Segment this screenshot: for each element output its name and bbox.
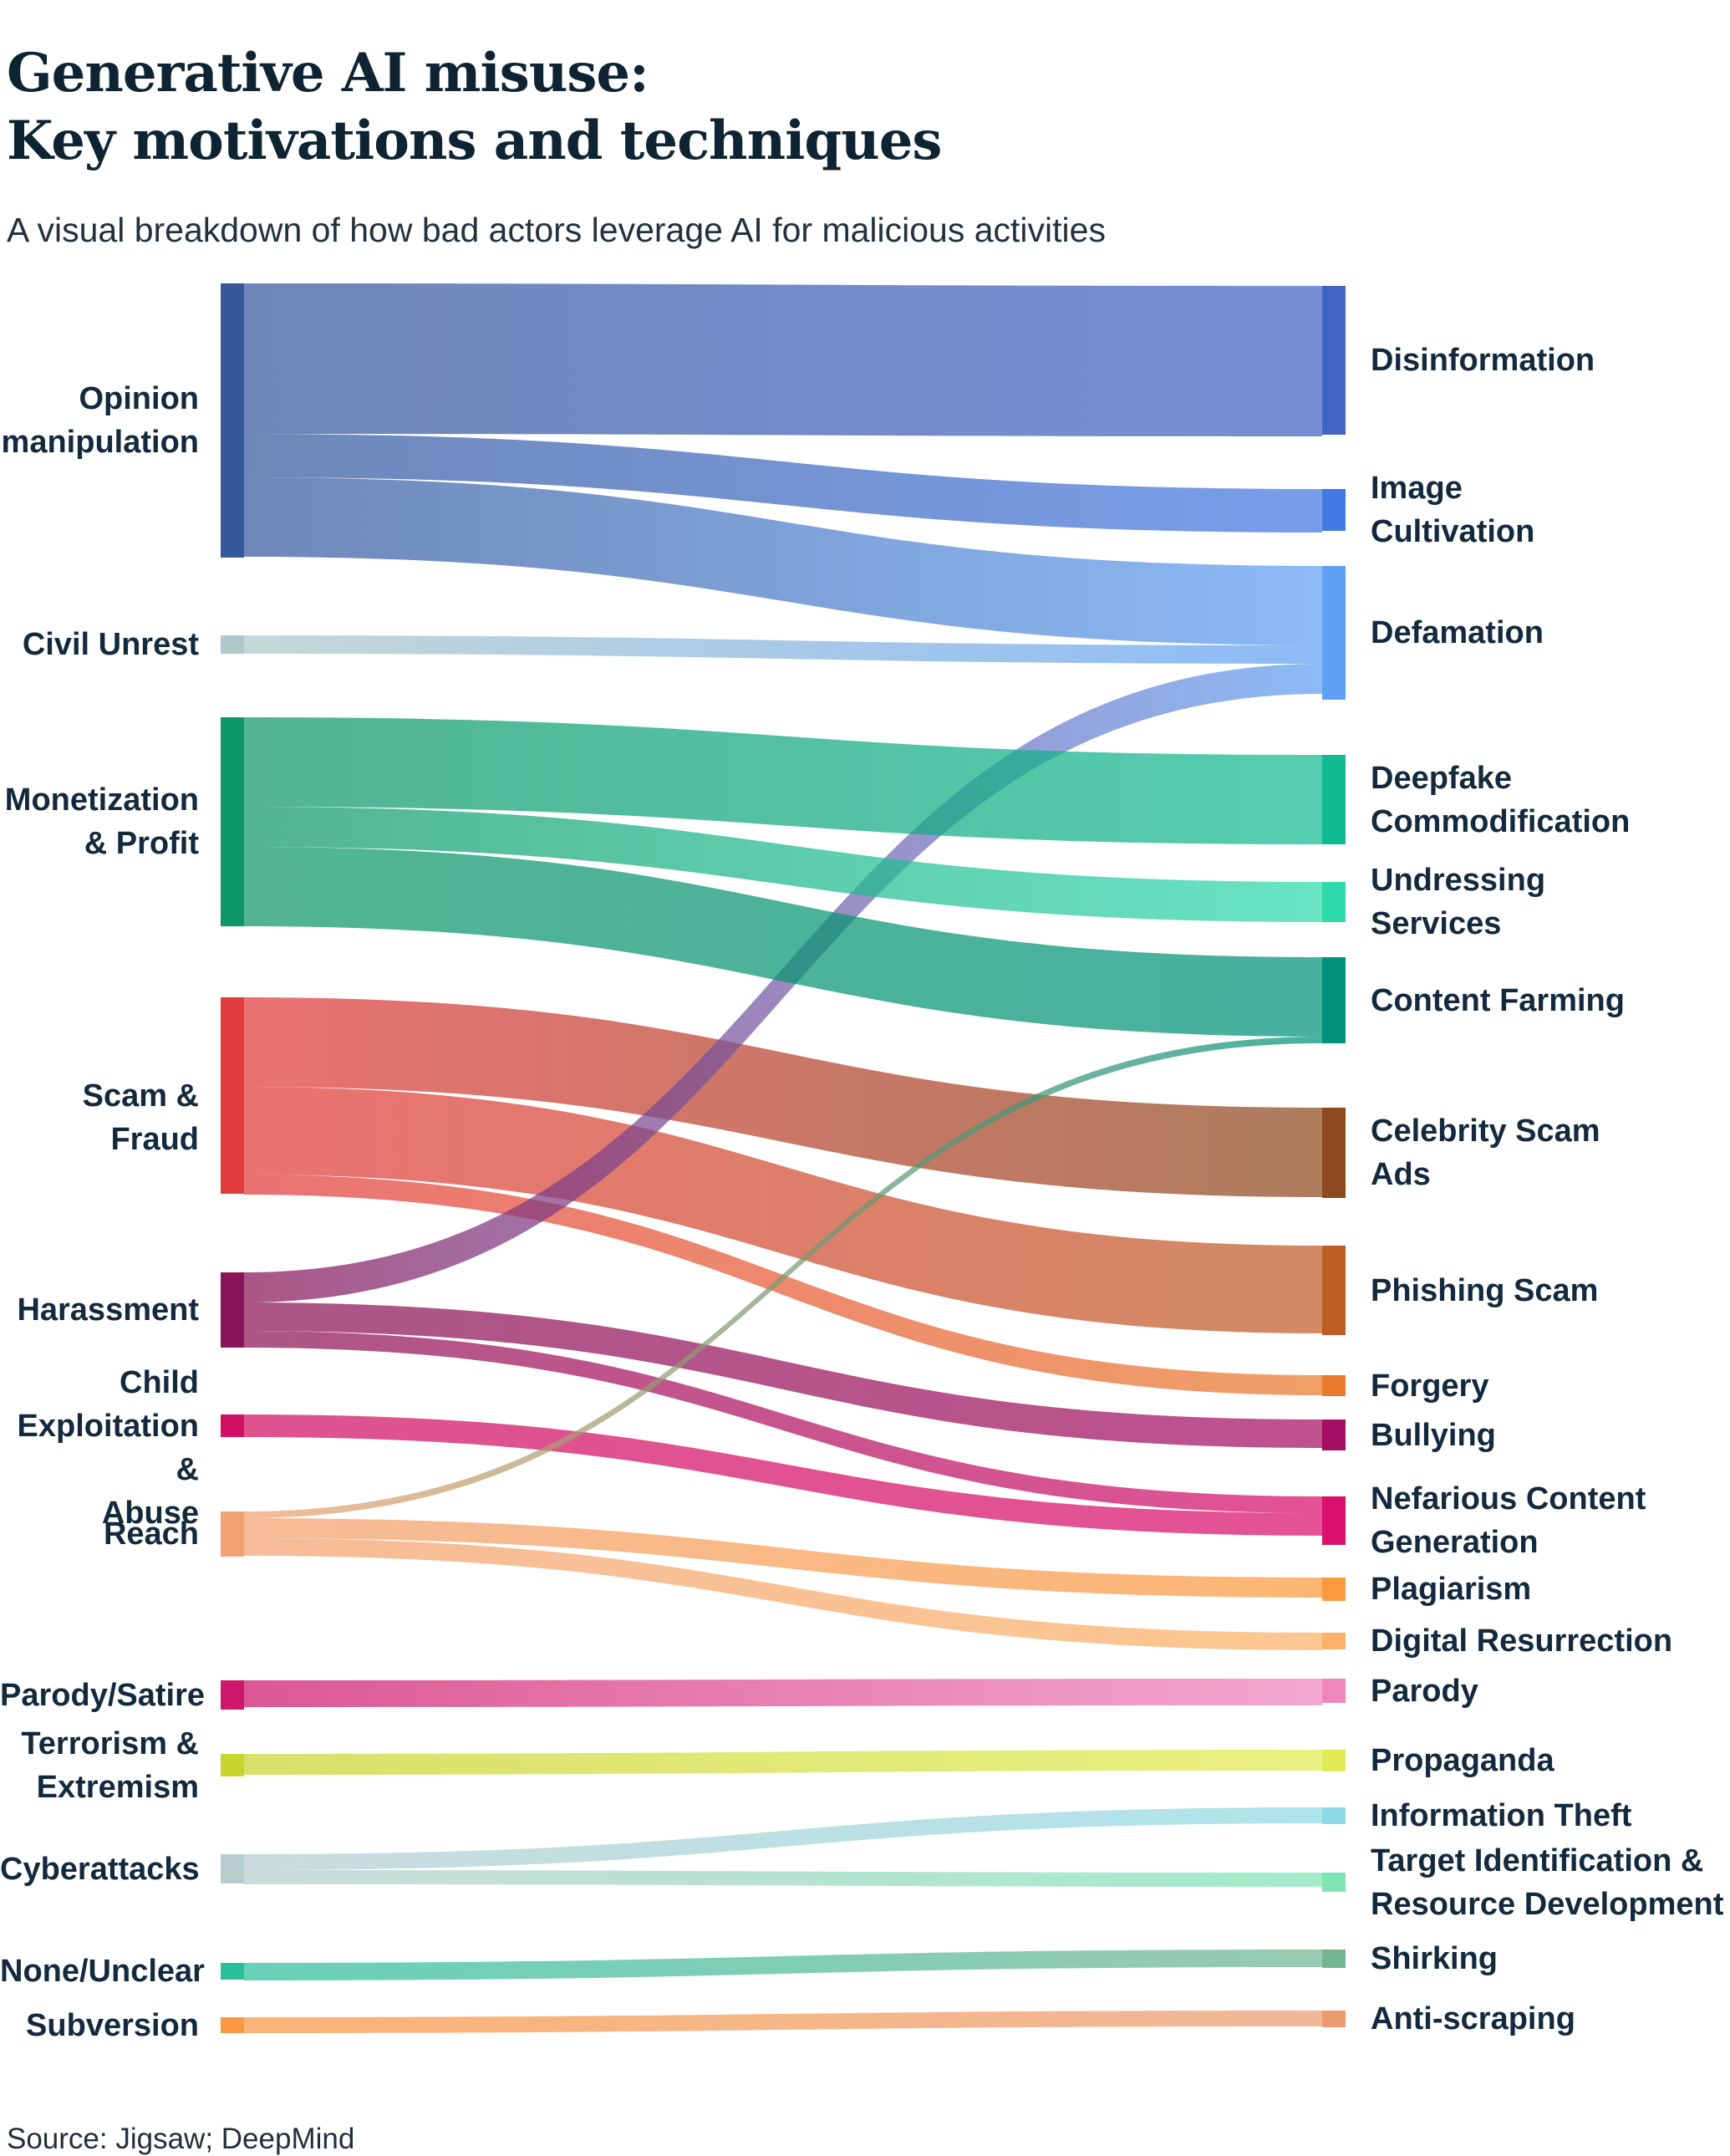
label-harassment: Harassment xyxy=(17,1292,199,1328)
node-content-farming xyxy=(1322,957,1346,1043)
label-reach: Reach xyxy=(103,1516,199,1552)
node-information-theft xyxy=(1322,1807,1346,1824)
node-disinformation xyxy=(1322,286,1346,435)
node-target-identification-resource-development xyxy=(1322,1873,1346,1892)
node-opinion-manipulation xyxy=(221,283,244,558)
node-parody-satire xyxy=(221,1680,244,1710)
flow-opinion-manipulation-to-defamation xyxy=(244,477,1322,645)
source-note: Source: Jigsaw; DeepMind xyxy=(7,2123,355,2155)
label-monetization-profit: Monetization & Profit xyxy=(4,782,199,861)
label-terrorism-extremism: Terrorism & Extremism xyxy=(21,1725,199,1805)
flow-none-unclear-to-shirking xyxy=(244,1950,1322,1980)
page-subtitle: A visual breakdown of how bad actors lev… xyxy=(7,211,1106,249)
flow-opinion-manipulation-to-disinformation xyxy=(244,283,1322,436)
label-scam-fraud: Scam & Fraud xyxy=(82,1078,199,1157)
node-cyberattacks xyxy=(221,1854,244,1883)
label-bullying: Bullying xyxy=(1371,1417,1496,1453)
label-anti-scraping: Anti-scraping xyxy=(1371,2001,1575,2036)
flow-civil-unrest-to-defamation xyxy=(244,635,1322,664)
label-parody: Parody xyxy=(1371,1673,1478,1709)
label-image-cultivation: Image Cultivation xyxy=(1371,471,1535,549)
label-opinion-manipulation: Opinion manipulation xyxy=(1,381,199,460)
flow-cyberattacks-to-target-identification-resource-development xyxy=(244,1870,1322,1887)
node-scam-fraud xyxy=(221,997,244,1194)
node-deepfake-commodification xyxy=(1322,755,1346,844)
label-disinformation: Disinformation xyxy=(1371,343,1595,378)
flow-reach-to-content-farming xyxy=(244,1037,1322,1518)
node-phishing-scam xyxy=(1322,1246,1346,1335)
label-target-identification-resource-development: Target Identification & Resource Develop… xyxy=(1371,1843,1724,1922)
node-image-cultivation xyxy=(1322,489,1346,531)
flow-harassment-to-defamation xyxy=(244,664,1322,1302)
node-propaganda xyxy=(1322,1750,1346,1771)
flow-reach-to-digital-resurrection xyxy=(244,1538,1322,1650)
label-celebrity-scam-ads: Celebrity Scam Ads xyxy=(1371,1114,1600,1192)
flow-subversion-to-anti-scraping xyxy=(244,2011,1322,2033)
node-child-exploitation-abuse xyxy=(221,1414,244,1437)
node-none-unclear xyxy=(221,1963,244,1980)
label-propaganda: Propaganda xyxy=(1371,1743,1554,1778)
node-bullying xyxy=(1322,1419,1346,1450)
node-monetization-profit xyxy=(221,717,244,926)
flow-cyberattacks-to-information-theft xyxy=(244,1807,1322,1870)
label-deepfake-commodification: Deepfake Commodification xyxy=(1371,760,1631,839)
label-nefarious-content-generation: Nefarious Content Generation xyxy=(1371,1481,1646,1560)
node-reach xyxy=(221,1511,244,1557)
label-digital-resurrection: Digital Resurrection xyxy=(1371,1623,1673,1659)
title-line-1: Generative AI misuse: xyxy=(7,41,649,104)
node-nefarious-content-generation xyxy=(1322,1496,1346,1545)
node-plagiarism xyxy=(1322,1577,1346,1601)
node-terrorism-extremism xyxy=(221,1754,244,1776)
label-civil-unrest: Civil Unrest xyxy=(22,627,199,662)
flow-opinion-manipulation-to-image-cultivation xyxy=(244,434,1322,533)
flow-parody-satire-to-parody xyxy=(244,1679,1322,1707)
label-defamation: Defamation xyxy=(1371,615,1544,650)
flow-scam-fraud-to-celebrity-scam-ads xyxy=(244,997,1322,1197)
node-forgery xyxy=(1322,1375,1346,1396)
label-content-farming: Content Farming xyxy=(1371,982,1625,1018)
label-subversion: Subversion xyxy=(26,2007,199,2043)
label-parody-satire: Parody/Satire xyxy=(0,1677,205,1713)
node-harassment xyxy=(221,1272,244,1348)
node-subversion xyxy=(221,2017,244,2033)
node-celebrity-scam-ads xyxy=(1322,1108,1346,1198)
flow-harassment-to-bullying xyxy=(244,1302,1322,1448)
flow-monetization-profit-to-deepfake-commodification xyxy=(244,717,1322,844)
node-anti-scraping xyxy=(1322,2011,1346,2027)
flow-reach-to-plagiarism xyxy=(244,1518,1322,1598)
node-shirking xyxy=(1322,1950,1346,1968)
node-civil-unrest xyxy=(221,635,244,654)
flow-monetization-profit-to-undressing-services xyxy=(244,807,1322,922)
node-defamation xyxy=(1322,566,1346,700)
label-none-unclear: None/Unclear xyxy=(0,1954,205,1989)
flow-terrorism-extremism-to-propaganda xyxy=(244,1750,1322,1775)
label-child-exploitation-abuse: Child Exploitation & Abuse xyxy=(17,1364,199,1531)
label-information-theft: Information Theft xyxy=(1371,1798,1632,1833)
page-title: Generative AI misuse: Key motivations and… xyxy=(7,39,942,175)
node-undressing-services xyxy=(1322,882,1346,922)
flow-scam-fraud-to-forgery xyxy=(244,1175,1322,1395)
flow-monetization-profit-to-content-farming xyxy=(244,847,1322,1037)
node-parody xyxy=(1322,1679,1346,1703)
node-digital-resurrection xyxy=(1322,1633,1346,1649)
label-undressing-services: Undressing Services xyxy=(1371,863,1546,941)
label-phishing-scam: Phishing Scam xyxy=(1371,1272,1599,1308)
title-line-2: Key motivations and techniques xyxy=(7,109,942,172)
label-forgery: Forgery xyxy=(1371,1368,1489,1404)
flow-child-exploitation-abuse-to-nefarious-content-generation xyxy=(244,1414,1322,1536)
label-cyberattacks: Cyberattacks xyxy=(0,1851,200,1887)
label-plagiarism: Plagiarism xyxy=(1371,1572,1532,1607)
label-shirking: Shirking xyxy=(1371,1941,1498,1976)
flow-harassment-to-nefarious-content-generation xyxy=(244,1331,1322,1513)
flow-scam-fraud-to-phishing-scam xyxy=(244,1087,1322,1333)
